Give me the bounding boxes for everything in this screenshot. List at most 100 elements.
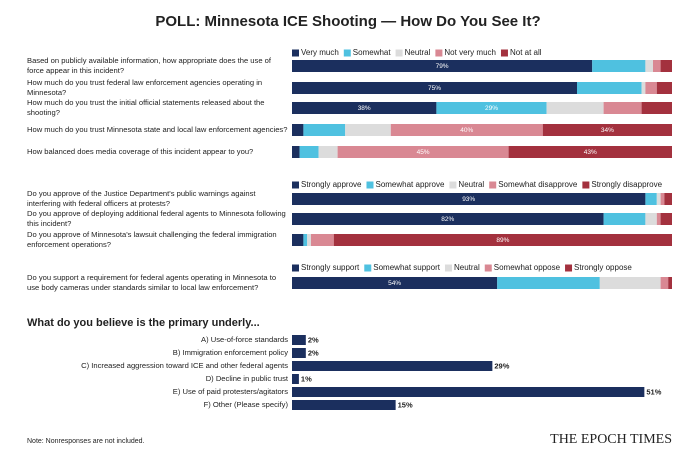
bar-segment <box>645 60 653 72</box>
category-label: E) Use of paid protesters/agitators <box>173 387 288 396</box>
bar-segment <box>292 124 304 136</box>
legend-swatch <box>364 264 372 272</box>
bar-segment <box>599 277 661 289</box>
legend-label: Neutral <box>405 48 431 57</box>
legend-swatch <box>343 49 351 57</box>
value-label: 89% <box>496 237 509 244</box>
bar-segment <box>660 193 665 205</box>
legend-swatch <box>292 264 299 272</box>
legend-label: Neutral <box>454 263 480 272</box>
bar-segment <box>390 124 543 136</box>
bar-segment <box>592 60 646 72</box>
value-label: 43% <box>584 149 597 156</box>
bar-segment <box>508 146 672 158</box>
legend-label: Somewhat support <box>373 263 440 272</box>
section-title: What do you believe is the primary under… <box>27 317 260 329</box>
value-label: 54% <box>388 280 401 287</box>
bar-segment <box>542 124 672 136</box>
question-label: How much do you trust federal law enforc… <box>27 78 263 97</box>
value-label: 29% <box>494 361 509 370</box>
legend-swatch <box>435 49 443 57</box>
bar-segment <box>333 234 672 246</box>
legend-swatch <box>292 49 299 57</box>
bar <box>292 400 396 410</box>
bar-segment <box>641 82 646 94</box>
value-label: 79% <box>436 63 449 70</box>
bar-segment <box>668 277 672 289</box>
category-label: A) Use-of-force standards <box>201 335 288 344</box>
legend-swatch <box>292 181 299 189</box>
bar-segment <box>660 213 672 225</box>
legend-swatch <box>565 264 573 272</box>
category-label: B) Immigration enforcement policy <box>173 348 288 357</box>
bar-segment <box>318 146 338 158</box>
bar-segment <box>307 234 311 246</box>
legend-label: Somewhat oppose <box>494 263 561 272</box>
value-label: 45% <box>417 149 430 156</box>
legend-label: Not very much <box>444 48 496 57</box>
bar-segment <box>345 124 391 136</box>
bar-segment <box>641 102 672 114</box>
legend-label: Somewhat approve <box>375 180 444 189</box>
legend-label: Neutral <box>458 180 484 189</box>
value-label: 29% <box>485 105 498 112</box>
legend-swatch <box>500 49 508 57</box>
legend-label: Not at all <box>510 48 542 57</box>
value-label: 34% <box>601 127 614 134</box>
legend-label: Strongly support <box>301 263 360 272</box>
note: Note: Nonresponses are not included. <box>27 438 145 445</box>
bar-segment <box>656 82 672 94</box>
bar <box>292 361 493 371</box>
value-label: 38% <box>358 105 371 112</box>
bar-segment <box>577 82 642 94</box>
legend-swatch <box>444 264 452 272</box>
value-label: 82% <box>441 216 454 223</box>
value-label: 40% <box>460 127 473 134</box>
chart-title: POLL: Minnesota ICE Shooting — How Do Yo… <box>155 13 540 30</box>
bar <box>292 348 306 358</box>
value-label: 1% <box>301 374 312 383</box>
bar-segment <box>292 82 577 94</box>
bar-segment <box>645 213 657 225</box>
bar-segment <box>337 146 509 158</box>
bar-segment <box>292 146 300 158</box>
bar-segment <box>299 146 319 158</box>
value-label: 2% <box>308 348 319 357</box>
question-label: Based on publicly available information,… <box>27 56 271 75</box>
bar-segment <box>664 193 672 205</box>
legend-label: Strongly disapprove <box>591 180 662 189</box>
legend-swatch <box>489 181 497 189</box>
value-label: 15% <box>398 400 413 409</box>
value-label: 75% <box>428 85 441 92</box>
category-label: C) Increased aggression toward ICE and o… <box>81 361 288 370</box>
legend-label: Somewhat disapprove <box>498 180 578 189</box>
legend-swatch <box>395 49 403 57</box>
bar-segment <box>292 213 604 225</box>
question-label: How balanced does media coverage of this… <box>27 147 254 156</box>
bar-segment <box>303 234 308 246</box>
bar <box>292 374 299 384</box>
bar-segment <box>660 60 672 72</box>
bar-segment <box>656 213 661 225</box>
bar-segment <box>645 193 657 205</box>
legend-swatch <box>449 181 457 189</box>
legend-swatch <box>582 181 590 189</box>
question-label: Do you support a requirement for federal… <box>27 273 277 292</box>
bar-segment <box>292 277 498 289</box>
bar-segment <box>292 60 593 72</box>
legend-label: Somewhat <box>353 48 392 57</box>
category-label: F) Other (Please specify) <box>204 400 289 409</box>
value-label: 51% <box>646 387 661 396</box>
bar-segment <box>656 193 661 205</box>
bar <box>292 387 645 397</box>
bar-segment <box>497 277 600 289</box>
bar-segment <box>653 60 661 72</box>
question-label: Do you approve of the Justice Department… <box>27 189 256 208</box>
legend-label: Strongly oppose <box>574 263 632 272</box>
bar-segment <box>436 102 547 114</box>
bar-segment <box>645 82 657 94</box>
question-label: How much do you trust Minnesota state an… <box>27 125 288 134</box>
question-label: Do you approve of Minnesota's lawsuit ch… <box>27 230 277 249</box>
value-label: 93% <box>462 196 475 203</box>
